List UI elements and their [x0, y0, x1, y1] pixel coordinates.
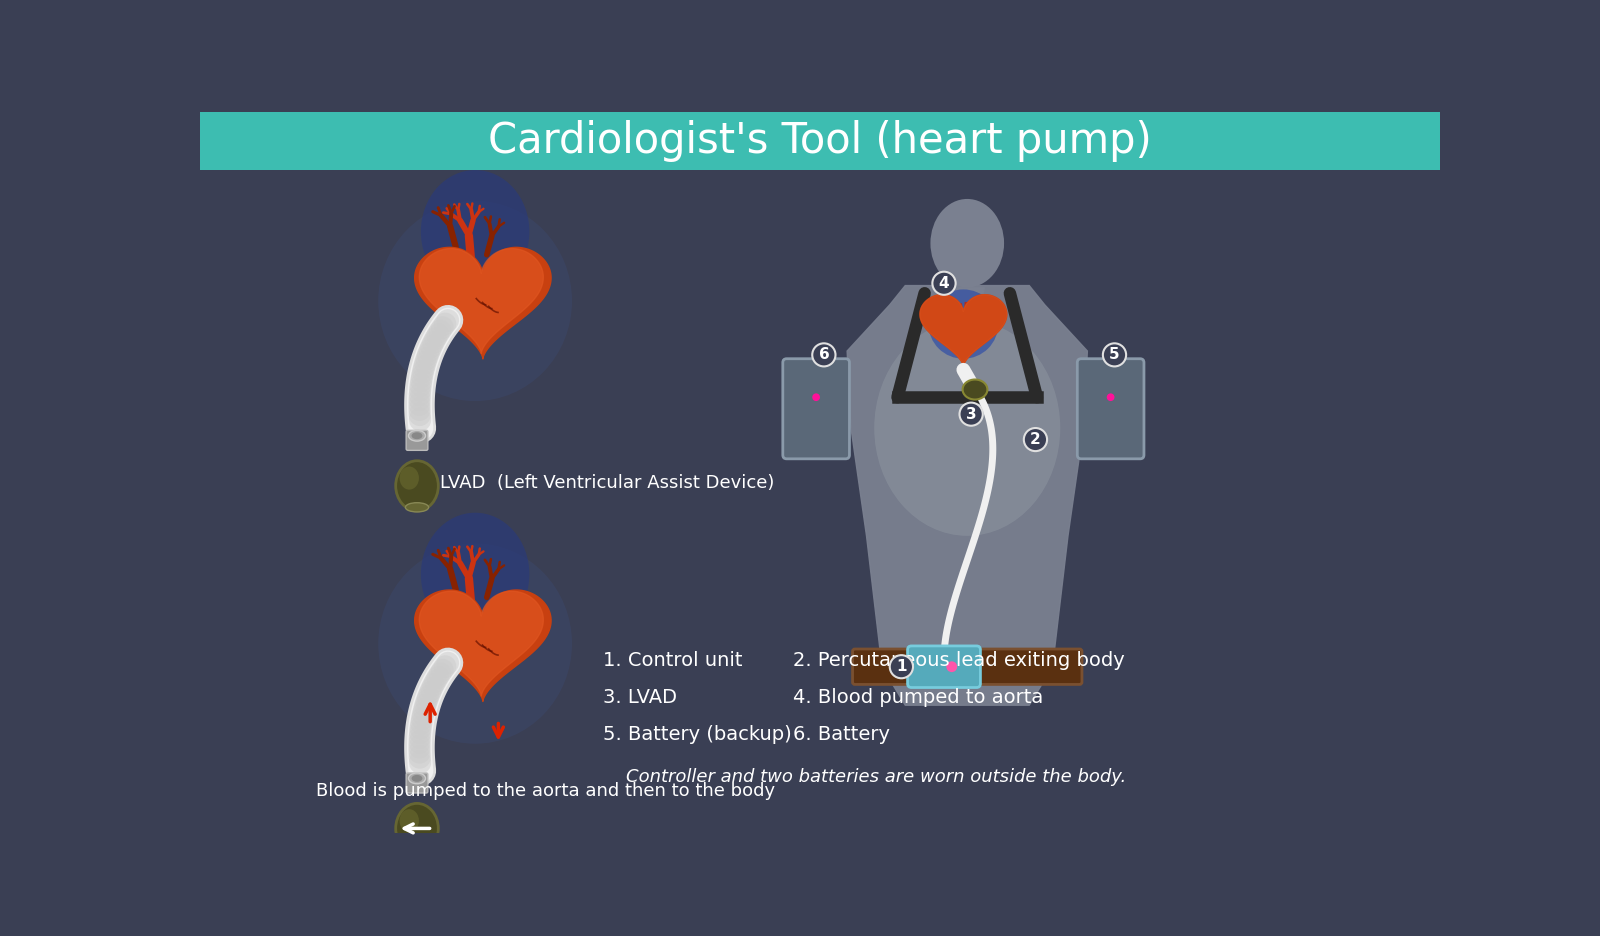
Circle shape [960, 402, 982, 426]
Ellipse shape [421, 513, 530, 636]
Circle shape [1102, 344, 1126, 366]
Circle shape [813, 344, 835, 366]
Polygon shape [419, 592, 544, 695]
Circle shape [813, 393, 819, 401]
Text: Controller and two batteries are worn outside the body.: Controller and two batteries are worn ou… [603, 768, 1126, 786]
Ellipse shape [928, 289, 998, 358]
Ellipse shape [931, 199, 1005, 287]
Text: 5. Battery (backup): 5. Battery (backup) [603, 725, 792, 744]
Ellipse shape [395, 803, 438, 854]
Polygon shape [920, 295, 1006, 366]
Text: Blood is pumped to the aorta and then to the body: Blood is pumped to the aorta and then to… [317, 782, 776, 800]
Text: 6: 6 [819, 347, 829, 362]
Polygon shape [414, 247, 550, 358]
Text: 2. Percutaneous lead exiting body: 2. Percutaneous lead exiting body [794, 651, 1125, 670]
Ellipse shape [874, 320, 1061, 535]
Ellipse shape [405, 503, 429, 512]
Text: 4. Blood pumped to aorta: 4. Blood pumped to aorta [794, 688, 1043, 708]
FancyBboxPatch shape [1077, 358, 1144, 459]
Text: Cardiologist's Tool (heart pump): Cardiologist's Tool (heart pump) [488, 120, 1152, 162]
Polygon shape [419, 249, 544, 353]
Ellipse shape [400, 809, 419, 832]
Circle shape [946, 662, 957, 672]
Ellipse shape [411, 775, 422, 782]
Text: 1. Control unit: 1. Control unit [603, 651, 742, 670]
Text: 5: 5 [1109, 347, 1120, 362]
Polygon shape [920, 295, 1006, 366]
Ellipse shape [408, 773, 426, 783]
Ellipse shape [421, 170, 530, 293]
Polygon shape [846, 285, 1088, 705]
FancyBboxPatch shape [853, 649, 1082, 684]
Text: 3. LVAD: 3. LVAD [603, 688, 677, 708]
Ellipse shape [963, 379, 987, 400]
Text: 1: 1 [896, 659, 907, 674]
FancyBboxPatch shape [907, 646, 981, 688]
Text: 6. Battery: 6. Battery [794, 725, 890, 744]
FancyBboxPatch shape [406, 773, 427, 793]
Text: 3: 3 [966, 406, 976, 421]
FancyBboxPatch shape [406, 431, 427, 450]
Polygon shape [950, 288, 984, 301]
Circle shape [1024, 428, 1046, 451]
Circle shape [890, 655, 914, 679]
FancyBboxPatch shape [200, 112, 1440, 170]
Ellipse shape [405, 845, 429, 855]
Text: 2: 2 [1030, 432, 1042, 447]
Ellipse shape [378, 544, 573, 744]
Ellipse shape [395, 461, 438, 511]
Polygon shape [414, 590, 550, 701]
Ellipse shape [408, 431, 426, 441]
Text: 4: 4 [939, 276, 949, 291]
FancyBboxPatch shape [782, 358, 850, 459]
Ellipse shape [400, 466, 419, 490]
Circle shape [933, 271, 955, 295]
Ellipse shape [411, 432, 422, 439]
Ellipse shape [378, 201, 573, 401]
Text: LVAD  (Left Ventricular Assist Device): LVAD (Left Ventricular Assist Device) [440, 475, 774, 492]
Circle shape [1107, 393, 1115, 401]
